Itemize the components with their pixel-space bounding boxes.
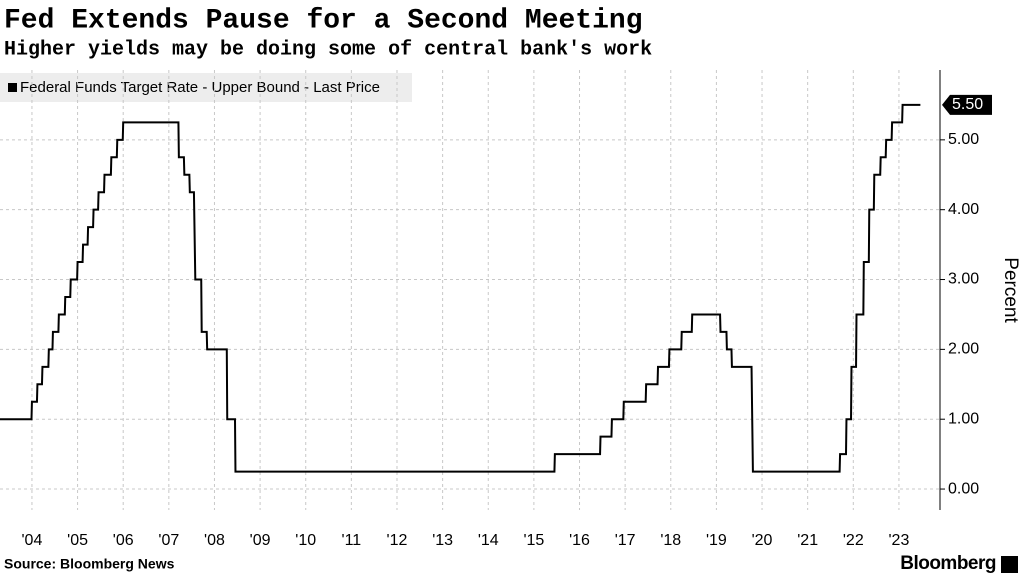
x-tick-label: '12 — [387, 532, 408, 549]
x-tick-label: '15 — [523, 532, 544, 549]
last-price-box — [942, 94, 992, 115]
legend-label: Federal Funds Target Rate - Upper Bound … — [20, 79, 380, 96]
source: Source: Bloomberg News — [4, 556, 175, 572]
x-tick-label: '13 — [432, 532, 453, 549]
x-tick-label: '18 — [660, 532, 681, 549]
x-tick-label: '09 — [250, 532, 271, 549]
brand: Bloomberg — [900, 553, 996, 574]
y-tick-label: 4.00 — [948, 201, 979, 218]
last-price-label: 5.50 — [952, 96, 983, 113]
x-tick-label: '23 — [889, 532, 910, 549]
x-tick-label: '17 — [615, 532, 636, 549]
y-tick-label: 5.00 — [948, 131, 979, 148]
x-tick-label: '08 — [204, 532, 225, 549]
x-tick-label: '06 — [113, 532, 134, 549]
y-tick-label: 1.00 — [948, 410, 979, 427]
x-tick-label: '10 — [295, 532, 316, 549]
y-tick-label: 3.00 — [948, 271, 979, 288]
chart-title: Fed Extends Pause for a Second Meeting — [4, 5, 643, 36]
y-tick-label: 2.00 — [948, 341, 979, 358]
x-tick-label: '05 — [67, 532, 88, 549]
x-tick-label: '16 — [569, 532, 590, 549]
y-axis-label: Percent — [1000, 257, 1021, 323]
chart-subtitle: Higher yields may be doing some of centr… — [4, 38, 652, 61]
brand-icon — [1001, 556, 1018, 573]
x-tick-label: '22 — [843, 532, 864, 549]
legend-swatch — [8, 83, 17, 92]
x-tick-label: '19 — [706, 532, 727, 549]
x-tick-label: '04 — [22, 532, 43, 549]
x-tick-label: '07 — [158, 532, 179, 549]
y-tick-label: 0.00 — [948, 480, 979, 497]
x-tick-label: '20 — [752, 532, 773, 549]
x-tick-label: '21 — [797, 532, 818, 549]
data-line — [0, 103, 921, 473]
x-tick-label: '11 — [342, 532, 362, 549]
legend-box — [0, 73, 412, 102]
x-tick-label: '14 — [478, 532, 499, 549]
